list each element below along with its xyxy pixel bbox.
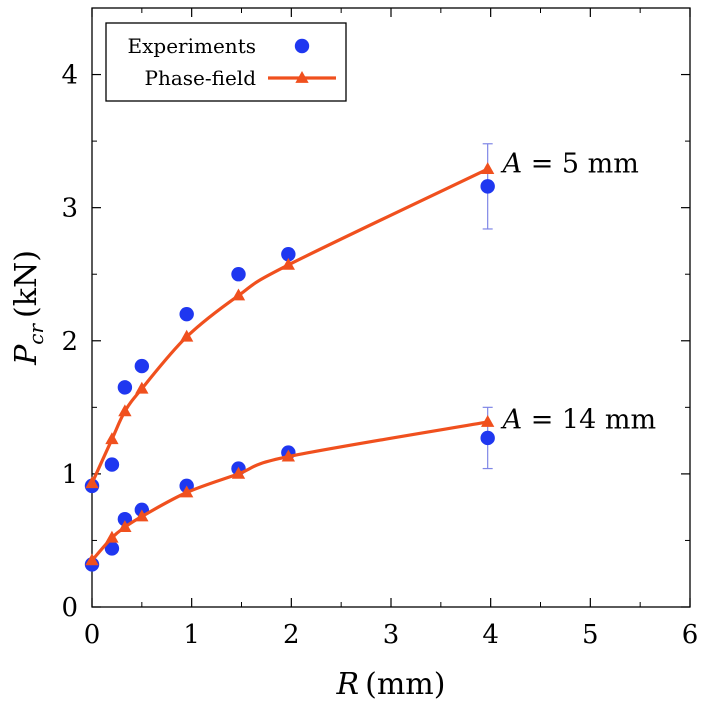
- series-group: [85, 144, 495, 572]
- experiment-point: [179, 307, 193, 321]
- series-annotation: A = 14 mm: [500, 404, 656, 435]
- y-tick-label: 2: [61, 327, 78, 357]
- y-axis-subscript: cr: [24, 323, 48, 345]
- y-axis-unit: (kN): [9, 250, 44, 318]
- x-axis-label: R(mm): [336, 667, 446, 702]
- legend-marker-experiments: [295, 39, 309, 53]
- x-tick-label: 3: [383, 620, 400, 650]
- series-phase-field: [85, 415, 494, 565]
- series-annotation: A = 5 mm: [500, 149, 639, 180]
- phase-field-marker: [105, 432, 118, 444]
- annotation-var: A: [500, 404, 523, 435]
- x-tick-label: 4: [482, 620, 499, 650]
- series-phase-field: [85, 162, 494, 488]
- legend-label-experiments: Experiments: [128, 34, 256, 58]
- y-axis-var: P: [9, 344, 44, 366]
- annotation-value: = 5 mm: [522, 149, 639, 180]
- y-tick-label: 3: [61, 194, 78, 224]
- legend-label-phase-field: Phase-field: [145, 66, 257, 90]
- x-tick-label: 5: [582, 620, 599, 650]
- phase-field-marker: [481, 162, 494, 174]
- x-tick-label: 1: [183, 620, 200, 650]
- phase-field-line: [92, 169, 488, 483]
- axes-group: 0 1 2 3 4 5 6 0 1 2 3 4 R(mm) Pcr (kN): [9, 8, 698, 702]
- experiment-point: [480, 179, 494, 193]
- annotation-value: = 14 mm: [522, 404, 656, 435]
- x-tick-label: 2: [283, 620, 300, 650]
- labels-group: A = 5 mmA = 14 mm: [500, 149, 656, 436]
- x-tick-label: 0: [84, 620, 101, 650]
- phase-field-marker: [481, 415, 494, 427]
- experiment-point: [105, 457, 119, 471]
- y-tick-label: 0: [61, 593, 78, 623]
- y-tick-label: 4: [61, 61, 78, 91]
- annotation-var: A: [500, 149, 523, 180]
- legend-group: Experiments Phase-field: [106, 23, 346, 101]
- x-tick-label: 6: [682, 620, 699, 650]
- y-tick-label: 1: [61, 460, 78, 490]
- x-axis-var: R: [336, 667, 360, 702]
- x-axis-unit: (mm): [365, 667, 445, 702]
- phase-field-line: [92, 422, 488, 560]
- experiment-point: [135, 359, 149, 373]
- experiment-point: [118, 380, 132, 394]
- experiment-point: [480, 431, 494, 445]
- experiment-point: [231, 267, 245, 281]
- y-axis-label: Pcr (kN): [9, 250, 48, 366]
